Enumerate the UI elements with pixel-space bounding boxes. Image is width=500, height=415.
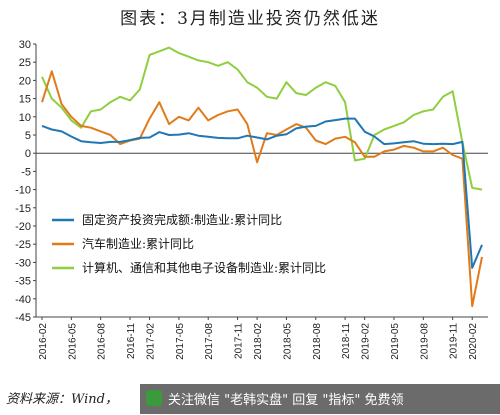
series-line-2 (41, 46, 483, 191)
x-tick-label: 2017-05 (175, 323, 186, 360)
x-tick-label: 2016-08 (97, 323, 108, 360)
y-tick-label: 5 (25, 130, 31, 142)
x-tick-label: 2018-02 (253, 323, 264, 360)
y-tick-label: -45 (15, 312, 31, 324)
y-tick-label: -30 (15, 257, 31, 269)
y-tick-label: -10 (15, 185, 31, 197)
y-tick-label: 10 (19, 112, 31, 124)
y-tick-label: -20 (15, 221, 31, 233)
x-tick-label: 2019-02 (361, 323, 372, 360)
chart-title: 图表：3月制造业投资仍然低迷 (120, 9, 380, 29)
x-tick-label: 2016-11 (126, 323, 137, 359)
y-tick-label: -25 (15, 239, 31, 251)
series-line-0 (41, 117, 483, 269)
x-tick-label: 2017-08 (204, 323, 215, 360)
x-tick-label: 2019-08 (419, 323, 430, 360)
y-tick-label: -5 (21, 166, 31, 178)
x-tick-label: 2018-11 (341, 323, 352, 359)
y-tick-label: 15 (19, 94, 31, 106)
x-tick-label: 2019-11 (449, 323, 460, 359)
legend-label-1: 汽车制造业:累计同比 (82, 236, 194, 251)
legend-label-2: 计算机、通信和其他电子设备制造业:累计同比 (82, 260, 326, 275)
watermark-banner (140, 384, 500, 414)
y-tick-label: 25 (19, 57, 31, 69)
x-tick-label: 2016-02 (38, 323, 49, 360)
x-tick-label: 2017-02 (146, 323, 157, 360)
series-line-1 (41, 70, 483, 308)
x-tick-label: 2020-02 (468, 323, 479, 360)
y-tick-label: 20 (19, 75, 31, 87)
x-tick-label: 2018-08 (312, 323, 323, 360)
x-tick-label: 2019-05 (390, 323, 401, 360)
x-tick-label: 2017-11 (234, 323, 245, 359)
x-tick-label: 2016-05 (67, 323, 78, 360)
y-tick-label: 30 (19, 39, 31, 51)
y-tick-label: -35 (15, 276, 31, 288)
y-tick-label: -15 (15, 203, 31, 215)
y-tick-label: -40 (15, 294, 31, 306)
y-tick-label: 0 (25, 148, 31, 160)
source-note: 资料来源：Wind， (6, 392, 118, 407)
watermark-text: 关注微信 "老韩实盘" 回复 "指标" 免费领 (168, 393, 404, 408)
x-tick-label: 2018-05 (282, 323, 293, 360)
legend-label-0: 固定资产投资完成额:制造业:累计同比 (82, 212, 282, 227)
wechat-icon (146, 390, 162, 406)
